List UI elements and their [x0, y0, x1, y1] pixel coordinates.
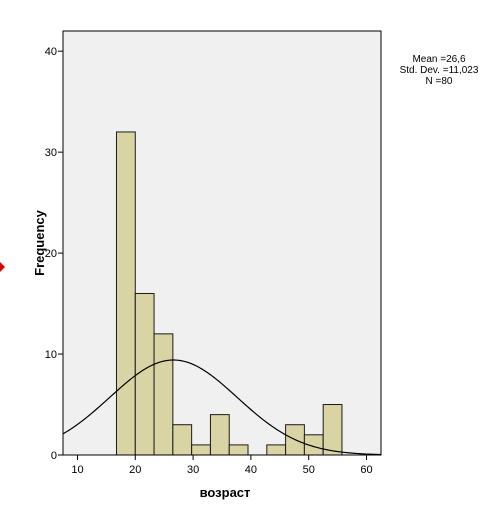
- y-tick-label: 40: [45, 46, 57, 58]
- stats-legend: Mean =26,6 Std. Dev. =11,023 N =80: [400, 54, 479, 87]
- x-tick-label: 40: [245, 464, 257, 476]
- histogram-bar-3: [153, 333, 174, 456]
- x-ticks-group: 10 20 30 40 50 60: [71, 455, 373, 476]
- histogram-bar-1: [115, 131, 136, 456]
- y-ticks-group: 0 10 20 30 40: [45, 46, 63, 462]
- normal-curve: [62, 359, 382, 456]
- plot-area: [62, 30, 382, 456]
- x-tick-label: 10: [71, 464, 83, 476]
- x-tick-label: 30: [187, 464, 199, 476]
- x-tick-label: 20: [129, 464, 141, 476]
- stats-mean: Mean =26,6: [412, 54, 466, 65]
- y-tick-label: 30: [45, 147, 57, 159]
- histogram-bar-6: [209, 414, 230, 456]
- histogram-bar-5: [191, 444, 211, 456]
- histogram-bar-12: [322, 404, 343, 456]
- histogram-bar-7: [228, 444, 249, 456]
- histogram-bar-4: [172, 424, 193, 456]
- y-axis-title: Frequency: [32, 209, 47, 276]
- y-tick-label: 10: [45, 349, 57, 361]
- x-tick-label: 60: [360, 464, 372, 476]
- y-tick-label: 0: [51, 450, 57, 462]
- x-axis-title: возраст: [200, 485, 251, 500]
- stats-n: N =80: [426, 76, 453, 87]
- y-tick-label: 20: [45, 248, 57, 260]
- histogram-bar-9: [266, 444, 287, 456]
- x-tick-label: 50: [303, 464, 315, 476]
- red-arrow-marker-icon: [0, 262, 5, 272]
- stats-std-dev: Std. Dev. =11,023: [400, 65, 479, 76]
